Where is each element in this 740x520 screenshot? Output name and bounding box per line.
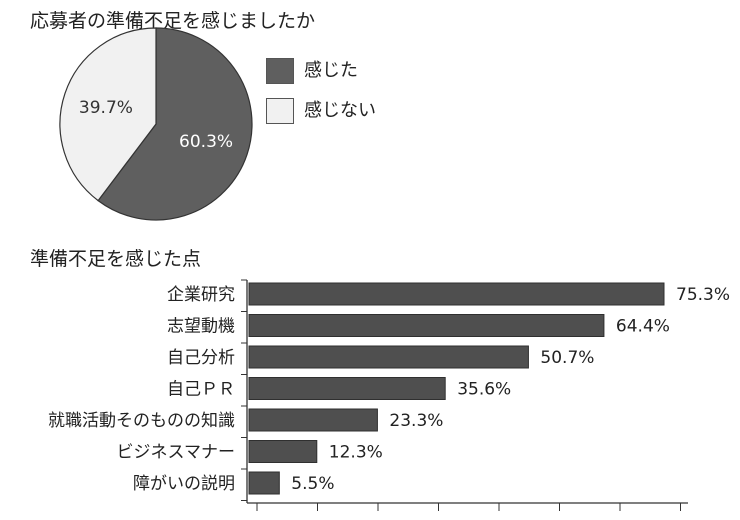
bar-category-label-5: ビジネスマナー (117, 443, 236, 463)
bar-category-label-6: 障がいの説明 (133, 474, 235, 494)
bar-value-label-6: 5.5% (291, 474, 334, 494)
bar-6 (248, 471, 280, 495)
bar-5 (248, 440, 318, 463)
bar-1 (248, 314, 605, 337)
pie-chart-title: 応募者の準備不足を感じましたか (30, 10, 316, 32)
bar-category-label-3: 自己ＰＲ (167, 380, 235, 400)
bar-4 (248, 408, 378, 432)
pie-chart: 60.3% 39.7% (59, 27, 253, 221)
legend-swatch-not-felt (266, 98, 294, 124)
bar-category-label-0: 企業研究 (167, 285, 235, 305)
bar-value-label-3: 35.6% (457, 380, 511, 400)
pie-slice-label-1: 39.7% (79, 98, 133, 118)
legend-label-felt: 感じた (304, 60, 358, 81)
legend-label-not-felt: 感じない (304, 100, 376, 121)
bar-2 (248, 345, 529, 369)
bar-value-label-4: 23.3% (389, 411, 443, 431)
pie-slice-1 (59, 27, 157, 202)
bar-category-label-4: 就職活動そのものの知識 (48, 411, 235, 431)
pie-slice-0 (97, 27, 253, 221)
bar-value-label-0: 75.3% (676, 285, 730, 305)
bar-value-label-2: 50.7% (540, 348, 594, 368)
legend-swatch-felt (266, 58, 294, 84)
bar-category-label-1: 志望動機 (167, 317, 235, 337)
bar-value-label-5: 12.3% (329, 443, 383, 463)
pie-slice-label-0: 60.3% (179, 132, 233, 152)
bar-chart-title: 準備不足を感じた点 (30, 248, 202, 270)
bar-0 (248, 282, 665, 306)
bar-category-label-2: 自己分析 (167, 348, 235, 368)
bar-value-label-1: 64.4% (616, 317, 670, 337)
bar-3 (248, 377, 446, 400)
